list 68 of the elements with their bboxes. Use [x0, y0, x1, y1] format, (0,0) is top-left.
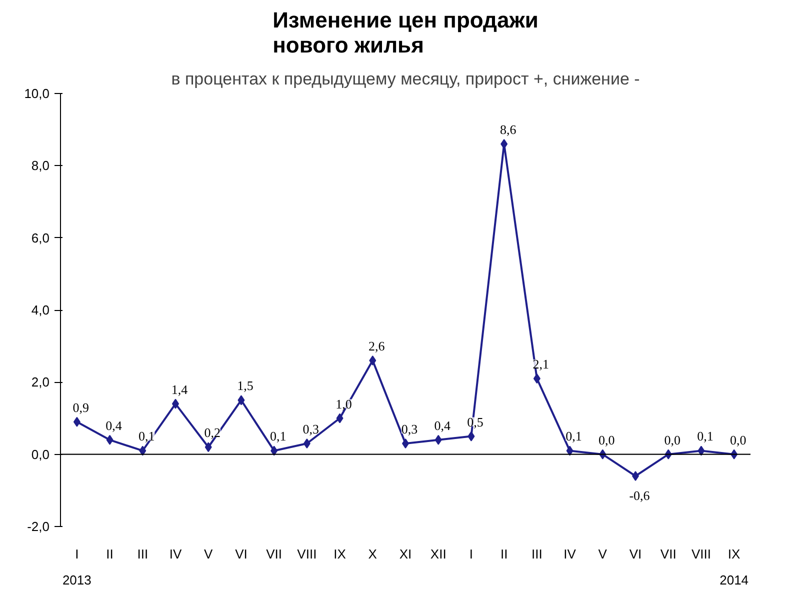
point — [500, 139, 508, 150]
x-tick-label: II — [500, 546, 508, 562]
x-tick-label: II — [106, 546, 114, 562]
data-label: 0,4 — [106, 418, 122, 433]
y-tick-label: 2,0 — [31, 374, 50, 390]
point — [566, 446, 574, 456]
point — [204, 442, 212, 452]
data-label: -0,6 — [629, 488, 650, 503]
y-tick-label: -2,0 — [27, 519, 50, 534]
point — [434, 434, 442, 445]
data-label: 1,0 — [336, 396, 352, 412]
point — [369, 356, 376, 366]
chart-subtitle: в процентах к предыдущему месяцу, прирост +, снижение - — [171, 70, 640, 88]
data-label: 1,4 — [171, 382, 188, 397]
y-tick-label: 0,0 — [31, 446, 50, 462]
x-tick-label: X — [368, 546, 378, 562]
data-label: 0,3 — [401, 422, 418, 437]
data-label: 0,1 — [566, 428, 582, 444]
data-label: 2,1 — [532, 356, 550, 372]
x-tick-label: IV — [169, 546, 182, 562]
chart-title: Изменение цен продажи нового жилья — [272, 8, 538, 58]
x-tick-label: VIII — [691, 546, 711, 562]
point — [468, 431, 475, 442]
x-tick-label: XII — [430, 546, 446, 562]
x-tick-label: V — [598, 546, 608, 562]
data-label: 0,1 — [138, 428, 155, 444]
x-tick-label: I — [469, 546, 474, 562]
point — [698, 446, 705, 456]
text: 2013 — [62, 572, 92, 588]
data-label: 1,5 — [237, 378, 254, 394]
x-tick-label: VI — [235, 546, 248, 562]
y-tick-label: 4,0 — [31, 302, 50, 318]
point — [270, 446, 278, 456]
point — [533, 374, 540, 384]
data-label: 0,1 — [270, 428, 286, 444]
point — [336, 413, 344, 424]
x-tick-label: IX — [334, 546, 346, 562]
data-label: 0,9 — [72, 400, 90, 415]
x-tick-label: XI — [399, 546, 412, 562]
text: 2014 — [720, 572, 749, 588]
y-tick-label: 6,0 — [31, 230, 50, 246]
point — [238, 395, 245, 406]
x-tick-label: III — [137, 546, 148, 562]
y-tick-label: 10,0 — [24, 86, 50, 101]
x-tick-label: I — [75, 546, 79, 562]
y-tick-label: 8,0 — [31, 158, 50, 174]
x-tick-label: IX — [728, 546, 741, 562]
x-tick-label: VII — [266, 546, 282, 562]
data-label: 0,4 — [434, 418, 451, 433]
point — [106, 434, 114, 445]
point — [73, 416, 80, 427]
data-label: 0,0 — [664, 432, 680, 448]
x-tick-label: III — [532, 546, 542, 562]
x-tick-label: VII — [660, 546, 676, 562]
x-tick-label: VI — [629, 546, 642, 562]
data-label: 0,5 — [467, 414, 484, 430]
x-tick-label: VIII — [297, 546, 317, 562]
point — [303, 438, 310, 449]
data-label: 0,1 — [697, 428, 714, 444]
data-label: 0,2 — [204, 425, 220, 440]
x-tick-label: V — [204, 546, 214, 562]
data-label: 0,0 — [730, 432, 746, 448]
data-label: 2,6 — [368, 338, 386, 354]
x-tick-label: IV — [564, 546, 576, 562]
data-label: 0,3 — [302, 422, 320, 437]
data-label: 8,6 — [500, 122, 517, 138]
data-label: 0,0 — [598, 432, 615, 448]
point — [139, 446, 146, 456]
